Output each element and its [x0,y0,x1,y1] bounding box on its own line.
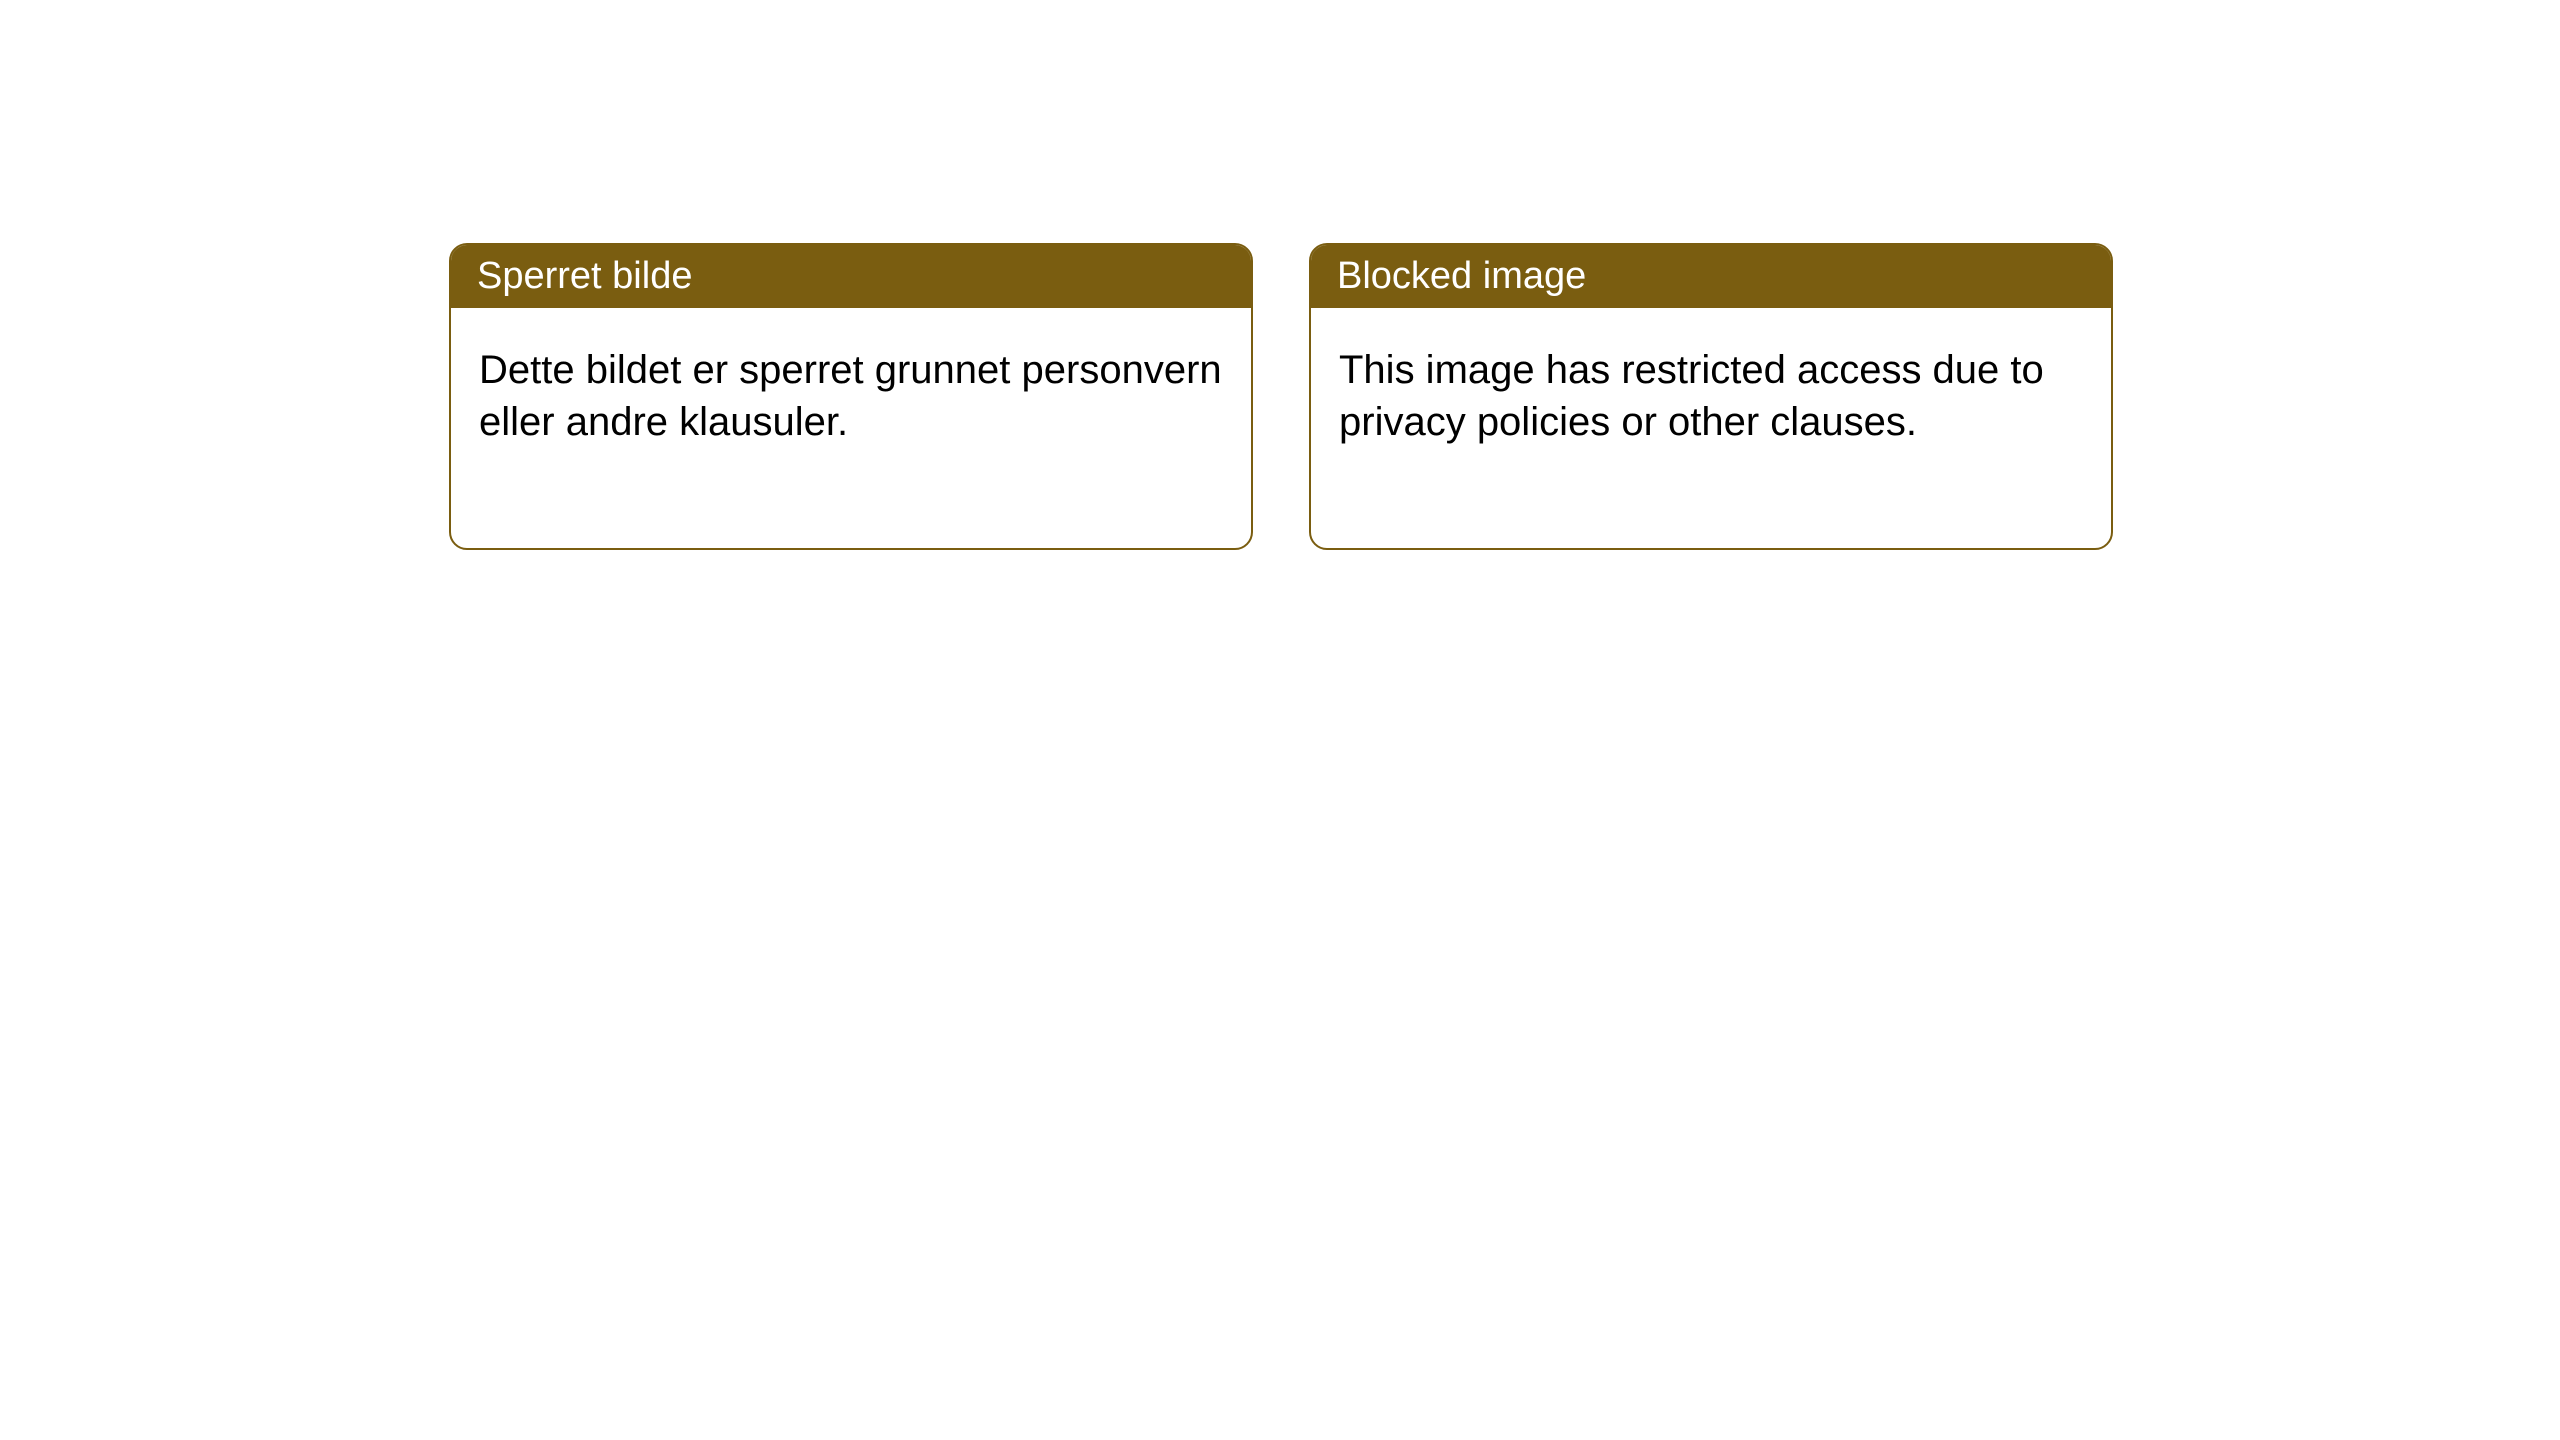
notice-text-english: This image has restricted access due to … [1339,348,2044,444]
notice-body-norwegian: Dette bildet er sperret grunnet personve… [451,308,1251,548]
notice-card-norwegian: Sperret bilde Dette bildet er sperret gr… [449,243,1253,550]
notice-container: Sperret bilde Dette bildet er sperret gr… [0,0,2560,550]
notice-header-norwegian: Sperret bilde [451,245,1251,308]
notice-card-english: Blocked image This image has restricted … [1309,243,2113,550]
notice-body-english: This image has restricted access due to … [1311,308,2111,548]
notice-header-english: Blocked image [1311,245,2111,308]
notice-text-norwegian: Dette bildet er sperret grunnet personve… [479,348,1222,444]
notice-title-norwegian: Sperret bilde [477,255,692,297]
notice-title-english: Blocked image [1337,255,1586,297]
